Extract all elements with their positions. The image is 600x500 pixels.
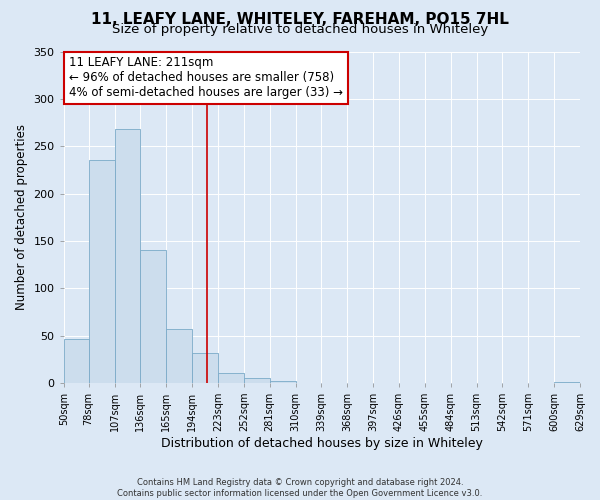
Bar xyxy=(64,340,89,383)
X-axis label: Distribution of detached houses by size in Whiteley: Distribution of detached houses by size … xyxy=(161,437,483,450)
Bar xyxy=(115,129,140,383)
Bar xyxy=(554,382,580,383)
Bar xyxy=(269,381,296,383)
Y-axis label: Number of detached properties: Number of detached properties xyxy=(15,124,28,310)
Bar xyxy=(166,329,192,383)
Text: Size of property relative to detached houses in Whiteley: Size of property relative to detached ho… xyxy=(112,22,488,36)
Bar xyxy=(218,374,244,383)
Text: Contains HM Land Registry data © Crown copyright and database right 2024.
Contai: Contains HM Land Registry data © Crown c… xyxy=(118,478,482,498)
Text: 11 LEAFY LANE: 211sqm
← 96% of detached houses are smaller (758)
4% of semi-deta: 11 LEAFY LANE: 211sqm ← 96% of detached … xyxy=(69,56,343,100)
Bar xyxy=(244,378,269,383)
Text: 11, LEAFY LANE, WHITELEY, FAREHAM, PO15 7HL: 11, LEAFY LANE, WHITELEY, FAREHAM, PO15 … xyxy=(91,12,509,28)
Bar xyxy=(192,352,218,383)
Bar xyxy=(140,250,166,383)
Bar xyxy=(89,160,115,383)
